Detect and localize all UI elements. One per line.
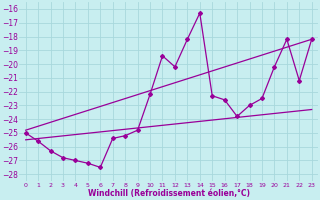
X-axis label: Windchill (Refroidissement éolien,°C): Windchill (Refroidissement éolien,°C): [88, 189, 250, 198]
